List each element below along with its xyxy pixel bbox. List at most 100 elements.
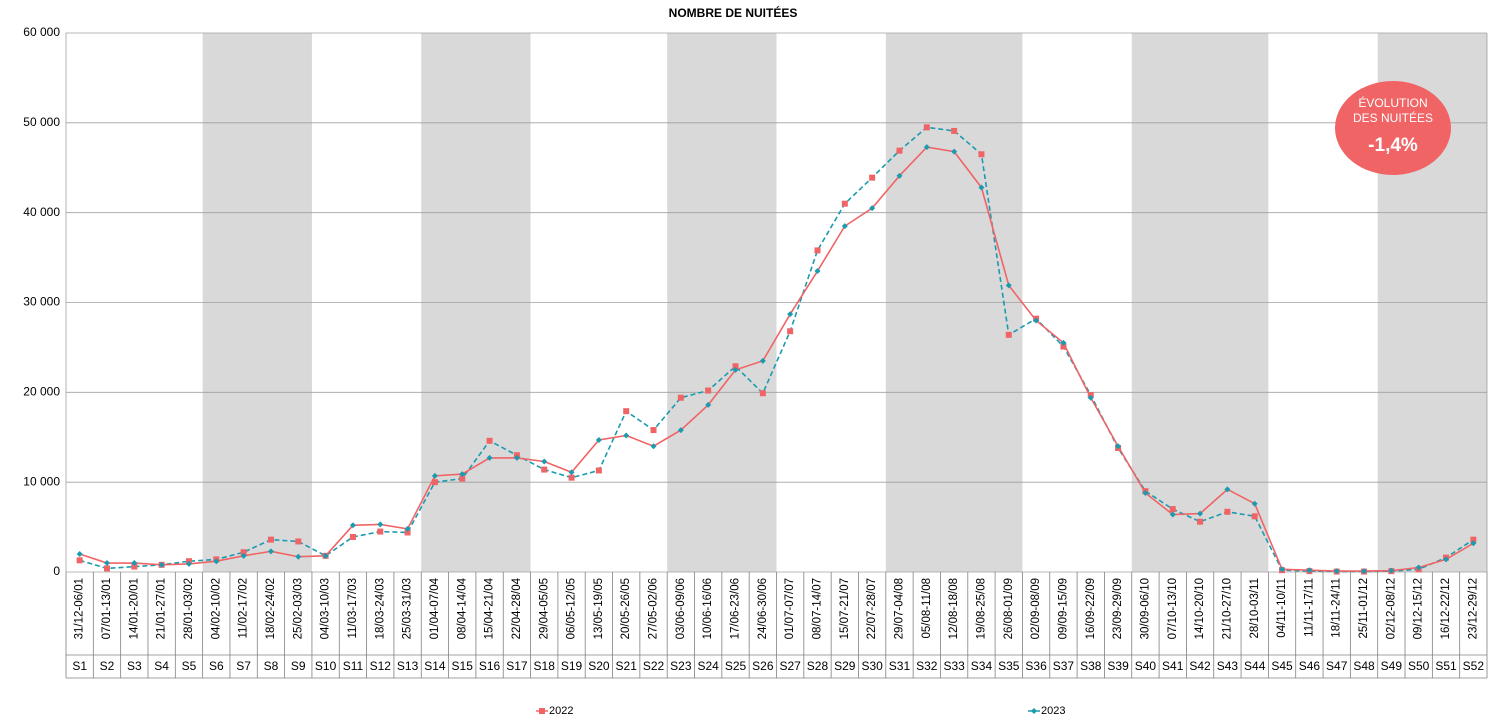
marker <box>1005 331 1012 338</box>
marker <box>1279 566 1286 573</box>
week-label: S35 <box>998 659 1020 673</box>
x-tick-label: 08/07-14/07 <box>812 578 824 639</box>
marker <box>404 525 411 532</box>
week-label: S3 <box>127 659 142 673</box>
marker <box>1251 500 1258 507</box>
week-label: S41 <box>1162 659 1184 673</box>
x-tick-label: 25/11-01/12 <box>1358 578 1370 639</box>
marker <box>705 401 712 408</box>
marker <box>978 184 985 191</box>
x-tick-label: 22/04-28/04 <box>511 577 523 639</box>
marker <box>1169 511 1176 518</box>
series-line <box>79 146 1474 572</box>
y-tick-label: 60 000 <box>23 25 60 39</box>
week-label: S27 <box>779 659 801 673</box>
marker <box>431 472 438 479</box>
marker <box>322 552 329 559</box>
y-tick-label: 30 000 <box>23 295 60 309</box>
x-tick-label: 15/04-21/04 <box>484 577 496 639</box>
marker <box>1197 510 1204 517</box>
x-tick-label: 30/09-06/10 <box>1139 578 1151 639</box>
marker <box>896 147 903 154</box>
week-label: S45 <box>1271 659 1293 673</box>
marker <box>869 205 876 212</box>
marker <box>1443 556 1450 563</box>
x-tick-label: 12/08-18/08 <box>948 578 960 639</box>
x-tick-label: 18/11-24/11 <box>1331 578 1343 638</box>
y-tick-label: 40 000 <box>23 205 60 219</box>
week-label: S49 <box>1381 659 1403 673</box>
marker <box>1087 394 1094 401</box>
marker <box>1224 486 1231 493</box>
marker <box>459 471 466 478</box>
marker <box>923 144 930 151</box>
legend-marker <box>1031 708 1037 714</box>
marker <box>349 522 356 529</box>
marker <box>513 454 520 461</box>
x-tick-label: 28/10-03/11 <box>1249 578 1261 639</box>
week-label: S7 <box>236 659 251 673</box>
marker <box>158 561 165 568</box>
x-tick-label: 01/04-07/04 <box>429 577 441 639</box>
week-label: S9 <box>291 659 306 673</box>
x-tick-label: 20/05-26/05 <box>620 578 632 639</box>
week-label: S25 <box>725 659 747 673</box>
marker <box>377 521 384 528</box>
x-tick-label: 23/09-29/09 <box>1112 578 1124 639</box>
week-label: S2 <box>100 659 115 673</box>
marker <box>1470 536 1477 543</box>
marker <box>595 436 602 443</box>
week-label: S18 <box>534 659 556 673</box>
x-tick-label: 19/08-25/08 <box>975 578 987 639</box>
week-label: S50 <box>1408 659 1430 673</box>
marker <box>787 328 794 335</box>
x-tick-label: 18/03-24/03 <box>374 578 386 639</box>
legend-label: 2022 <box>549 705 573 717</box>
week-label: S14 <box>424 659 446 673</box>
marker <box>896 172 903 179</box>
chart-title: NOMBRE DE NUITÉES <box>669 5 798 20</box>
marker <box>486 454 493 461</box>
week-label: S38 <box>1080 659 1102 673</box>
marker <box>841 223 848 230</box>
x-tick-label: 31/12-06/01 <box>74 578 86 639</box>
marker <box>431 479 438 486</box>
x-tick-label: 25/03-31/03 <box>402 578 414 639</box>
marker <box>787 311 794 318</box>
week-label: S13 <box>397 659 419 673</box>
week-label: S42 <box>1189 659 1211 673</box>
x-tick-label: 07/10-13/10 <box>1167 578 1179 639</box>
marker <box>76 551 83 558</box>
marker <box>377 528 384 535</box>
week-label: S17 <box>506 659 528 673</box>
x-tick-label: 02/09-08/09 <box>1030 578 1042 639</box>
marker <box>677 427 684 434</box>
x-tick-label: 25/02-03/03 <box>292 578 304 639</box>
week-label: S32 <box>916 659 938 673</box>
x-tick-label: 04/02-10/02 <box>210 578 222 639</box>
x-tick-label: 09/09-15/09 <box>1057 578 1069 639</box>
marker <box>131 563 138 570</box>
marker <box>650 427 657 434</box>
marker <box>677 394 684 401</box>
x-tick-label: 04/03-10/03 <box>320 578 332 639</box>
x-tick-label: 17/06-23/06 <box>730 578 742 639</box>
marker <box>1142 489 1149 496</box>
week-label: S22 <box>643 659 665 673</box>
x-tick-label: 06/05-12/05 <box>566 578 578 639</box>
annotation-title: ÉVOLUTION DES NUITÉES <box>1353 95 1433 125</box>
x-tick-label: 21/01-27/01 <box>156 578 168 639</box>
marker <box>1169 506 1176 513</box>
week-label: S36 <box>1025 659 1047 673</box>
marker <box>1060 339 1067 346</box>
marker <box>1197 518 1204 525</box>
x-tick-label: 11/02-17/02 <box>238 578 250 639</box>
marker <box>1333 568 1340 575</box>
marker <box>978 151 985 158</box>
marker <box>103 565 110 572</box>
marker <box>705 387 712 394</box>
x-tick-label: 03/06-09/06 <box>675 578 687 639</box>
x-tick-label: 15/07-21/07 <box>839 578 851 639</box>
week-label: S12 <box>370 659 392 673</box>
x-tick-label: 27/05-02/06 <box>648 578 660 639</box>
